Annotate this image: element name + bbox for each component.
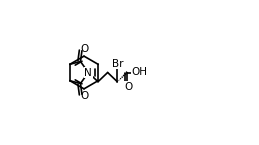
Text: O: O: [124, 82, 132, 92]
Text: N: N: [84, 68, 92, 77]
Text: O: O: [80, 91, 88, 101]
Text: O: O: [80, 44, 88, 54]
Text: OH: OH: [131, 67, 147, 77]
Text: Br: Br: [112, 59, 123, 69]
